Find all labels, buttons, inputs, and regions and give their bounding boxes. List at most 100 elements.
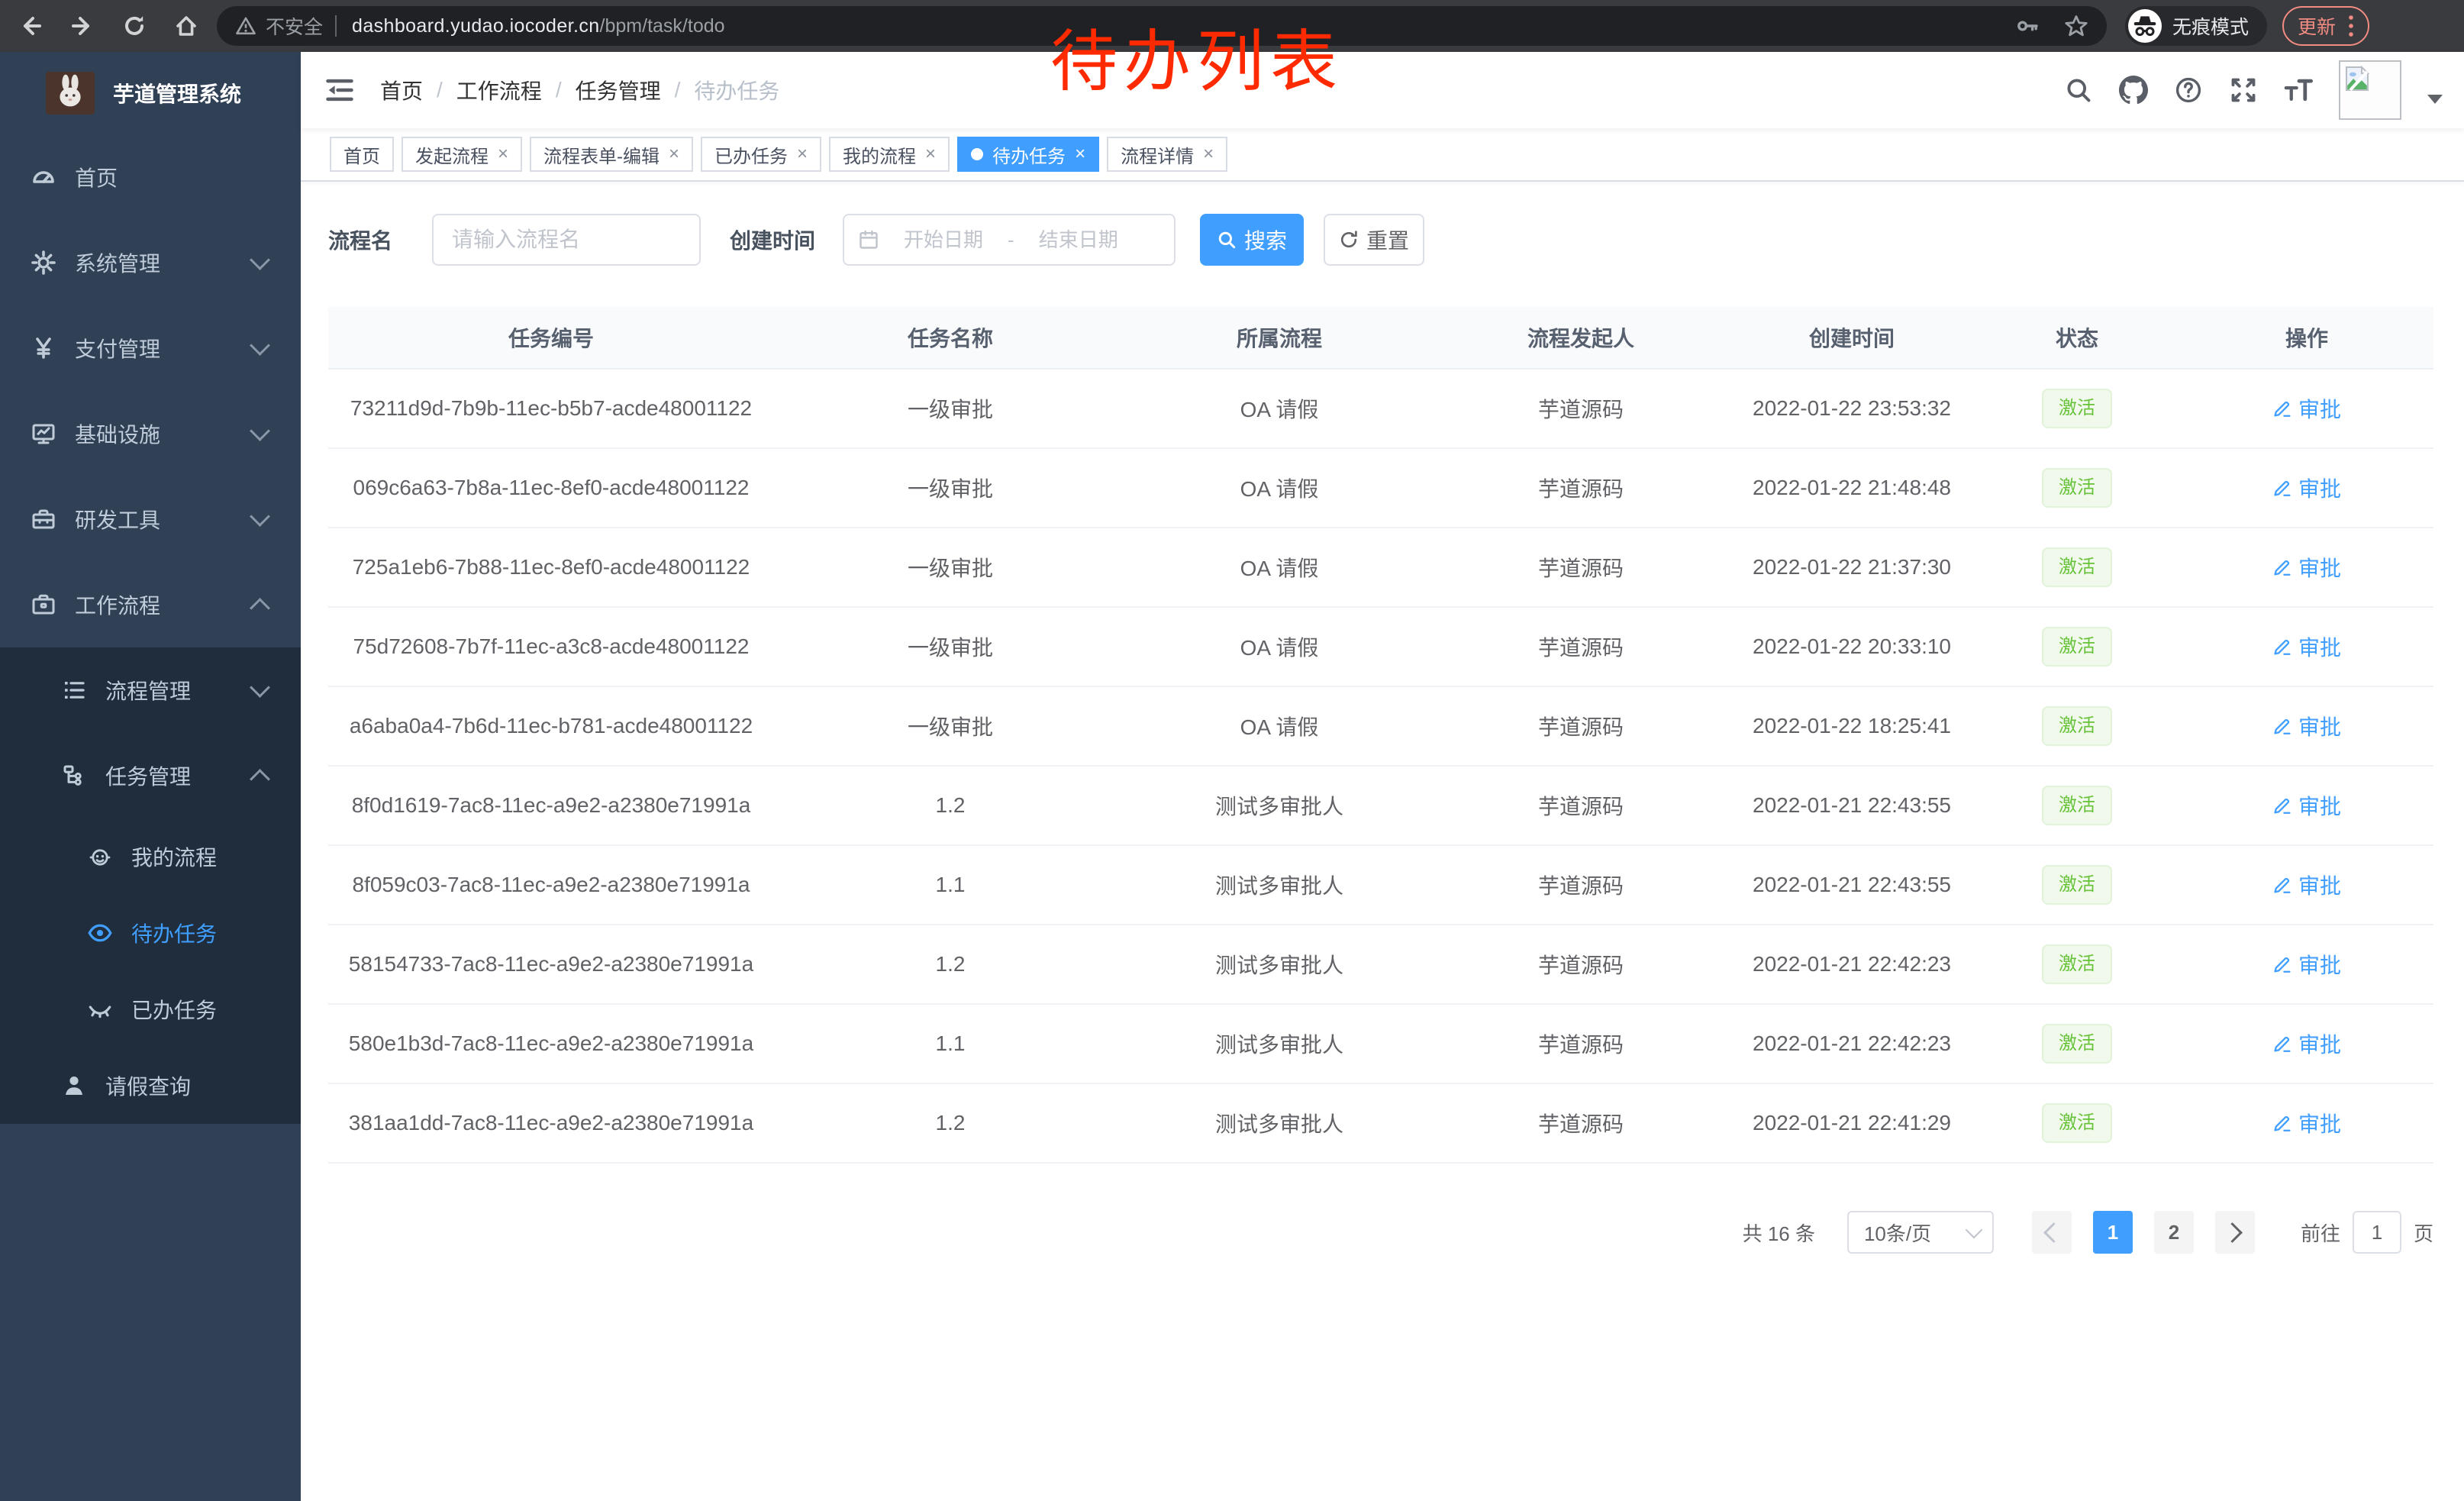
search-icon[interactable] [2064,76,2093,105]
status-badge: 激活 [2042,706,2112,746]
browser-update-button[interactable]: 更新 [2282,6,2370,46]
date-range-picker[interactable]: - [843,214,1176,266]
tag-todo-tasks[interactable]: 待办任务 × [957,137,1100,172]
sidebar-item-label: 支付管理 [75,337,161,361]
task-starter: 芋道源码 [1432,1004,1730,1084]
sidebar-item-infrastructure[interactable]: 基础设施 [0,391,301,476]
sidebar: 芋道管理系统 首页 系统管理 支付管理 [0,52,301,1501]
close-icon[interactable]: × [669,144,680,164]
key-icon[interactable] [2015,14,2040,38]
sidebar-item-home[interactable]: 首页 [0,134,301,220]
address-bar[interactable]: 不安全 dashboard.yudao.iocoder.cn /bpm/task… [217,6,2107,46]
filter-form: 流程名 创建时间 - 搜索 [328,214,2433,266]
status-badge: 激活 [2042,1024,2112,1064]
task-starter: 芋道源码 [1432,686,1730,767]
sidebar-item-done-tasks[interactable]: 已办任务 [0,971,301,1047]
sidebar-item-process-management[interactable]: 流程管理 [0,647,301,733]
tag-label: 流程表单-编辑 [543,146,660,167]
task-create-time: 2022-01-22 20:33:10 [1730,607,1974,687]
update-label: 更新 [2298,17,2337,38]
close-icon[interactable]: × [498,144,509,164]
approve-link[interactable]: 审批 [2272,1028,2341,1059]
close-icon[interactable]: × [925,144,937,164]
search-button[interactable]: 搜索 [1200,214,1305,266]
approve-link[interactable]: 审批 [2272,473,2341,503]
goto-label: 前往 [2300,1222,2340,1245]
annotation-overlay-text: 待办列表 [1050,24,1344,99]
sidebar-item-system[interactable]: 系统管理 [0,220,301,305]
close-icon[interactable]: × [797,144,808,164]
prev-page-button[interactable] [2031,1211,2072,1254]
page-content: 流程名 创建时间 - 搜索 [301,182,2464,1254]
edit-pencil-icon [2274,798,2291,814]
tag-process-detail[interactable]: 流程详情 × [1107,137,1228,172]
home-icon[interactable] [171,11,202,41]
breadcrumb-workflow[interactable]: 工作流程 [456,79,542,103]
reload-icon[interactable] [119,11,150,41]
approve-link[interactable]: 审批 [2272,393,2341,424]
page-button-1[interactable]: 1 [2092,1211,2133,1254]
security-warning-icon[interactable] [235,15,256,37]
column-task-id: 任务编号 [328,307,774,370]
font-size-icon[interactable] [2284,76,2313,105]
table-row: 73211d9d-7b9b-11ec-b5b7-acde48001122 一级审… [328,369,2433,449]
sidebar-item-payment[interactable]: 支付管理 [0,305,301,391]
process-name-input[interactable] [432,214,701,266]
approve-label: 审批 [2298,636,2341,660]
edit-pencil-icon [2274,401,2291,417]
start-date-input[interactable] [885,226,1002,253]
page-button-2[interactable]: 2 [2153,1211,2194,1254]
close-icon[interactable]: × [1075,144,1086,164]
page-unit-label: 页 [2413,1222,2433,1245]
sidebar-collapse-icon[interactable] [325,75,356,105]
bookmark-star-icon[interactable] [2064,14,2088,38]
approve-link[interactable]: 审批 [2272,631,2341,662]
tag-start-process[interactable]: 发起流程 × [402,137,523,172]
broken-image-icon [2346,65,2370,92]
approve-label: 审批 [2298,795,2341,818]
dropdown-caret-icon[interactable] [2427,95,2443,104]
fullscreen-icon[interactable] [2229,76,2258,105]
approve-link[interactable]: 审批 [2272,870,2341,900]
chevron-down-icon [250,249,270,270]
task-process: OA 请假 [1127,607,1432,687]
reset-button[interactable]: 重置 [1324,214,1425,266]
tag-my-process[interactable]: 我的流程 × [829,137,950,172]
kebab-menu-icon[interactable] [2348,14,2354,38]
goto-page-input[interactable] [2352,1211,2401,1254]
task-id: 58154733-7ac8-11ec-a9e2-a2380e71991a [328,925,774,1005]
sidebar-item-workflow[interactable]: 工作流程 [0,562,301,647]
page-size-select[interactable]: 10条/页 [1846,1211,1994,1254]
tag-home[interactable]: 首页 [330,137,394,172]
tag-done-tasks[interactable]: 已办任务 × [701,137,822,172]
breadcrumb-home[interactable]: 首页 [380,79,424,103]
end-date-input[interactable] [1020,226,1137,253]
approve-link[interactable]: 审批 [2272,790,2341,821]
date-range-separator: - [1008,228,1014,251]
tag-form-edit[interactable]: 流程表单-编辑 × [530,137,694,172]
sidebar-item-todo-tasks[interactable]: 待办任务 [0,895,301,971]
forward-arrow-icon[interactable] [67,11,98,41]
sidebar-item-leave-query[interactable]: 请假查询 [0,1047,301,1124]
back-arrow-icon[interactable] [15,11,46,41]
sidebar-item-task-management[interactable]: 任务管理 [0,733,301,818]
edit-pencil-icon [2274,639,2291,655]
approve-link[interactable]: 审批 [2272,552,2341,583]
task-id: 069c6a63-7b8a-11ec-8ef0-acde48001122 [328,448,774,528]
next-page-button[interactable] [2214,1211,2255,1254]
task-create-time: 2022-01-22 23:53:32 [1730,369,1974,449]
avatar[interactable] [2339,60,2401,120]
table-row: 580e1b3d-7ac8-11ec-a9e2-a2380e71991a 1.1… [328,1004,2433,1084]
app-logo-row[interactable]: 芋道管理系统 [0,52,301,134]
sidebar-item-dev-tools[interactable]: 研发工具 [0,476,301,562]
approve-link[interactable]: 审批 [2272,711,2341,741]
sidebar-item-my-process[interactable]: 我的流程 [0,818,301,895]
breadcrumb-task-management[interactable]: 任务管理 [575,79,661,103]
close-icon[interactable]: × [1203,144,1214,164]
github-icon[interactable] [2119,76,2148,105]
chevron-down-icon [1965,1221,1983,1239]
help-icon[interactable] [2174,76,2203,105]
approve-link[interactable]: 审批 [2272,1108,2341,1138]
approve-link[interactable]: 审批 [2272,949,2341,980]
